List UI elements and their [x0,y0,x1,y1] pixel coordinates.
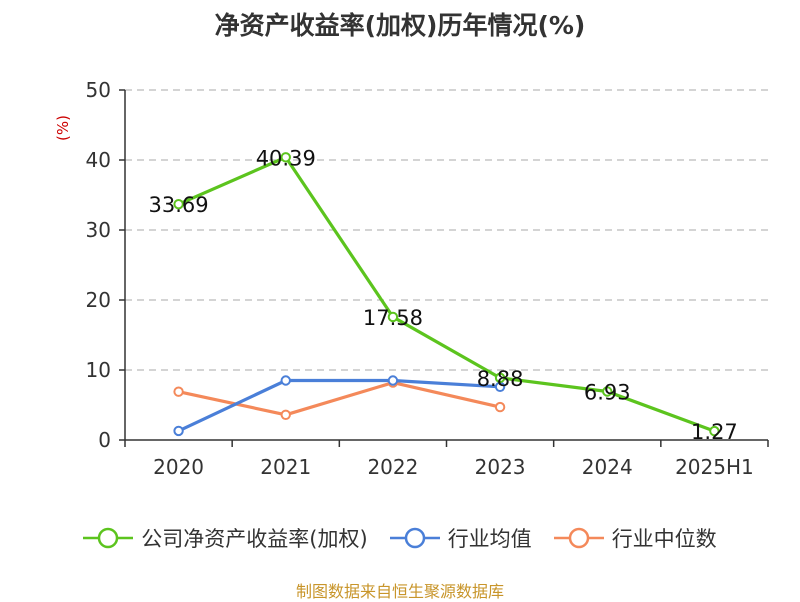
gridlines [125,89,768,371]
line-chart: 0 10 20 30 40 50 2020 2021 2022 2023 2024 2025H1 (%)… [54,78,769,479]
source-note: 制图数据来自恒生聚源数据库 [295,582,504,601]
legend-swatch-marker [404,527,425,549]
data-label: 40.39 [256,146,316,170]
x-tick-label: 2020 [153,455,204,479]
legend: 公司净资产收益率(加权) 行业均值 行业中位数 [0,518,800,558]
data-point [280,152,291,163]
data-label: 17.58 [363,306,423,330]
y-tick-label: 0 [98,428,111,452]
data-point [494,401,506,413]
x-tick-label: 2025H1 [675,455,754,479]
legend-swatch-icon [83,527,134,549]
data-point [173,386,184,397]
data-label: 8.88 [477,367,524,391]
legend-label: 行业中位数 [611,527,717,551]
data-labels: 33.69 40.39 17.58 8.88 6.93 1.27 [149,146,738,444]
x-tick-label: 2022 [367,455,418,479]
legend-swatch-icon [389,527,440,549]
axes: 0 10 20 30 40 50 2020 2021 2022 2023 2024 2025H1 (%) [54,78,769,479]
legend-item[interactable]: 公司净资产收益率(加权) [83,523,368,553]
series-group [173,152,720,437]
y-tick-label: 20 [86,288,111,312]
data-point [709,425,720,437]
series-line [177,155,715,433]
data-point [173,198,184,210]
legend-label: 行业均值 [447,527,532,551]
x-tick-label: 2021 [260,455,311,479]
data-point [280,409,291,420]
legend-swatch-marker [568,527,589,549]
legend-swatch-icon [553,527,604,549]
data-point [173,425,184,437]
x-tick-label: 2023 [475,455,526,479]
data-point [494,372,506,384]
data-point [602,386,613,397]
legend-item[interactable]: 行业中位数 [553,523,717,553]
y-axis-unit-label: (%) [54,115,72,141]
series-line [177,378,501,433]
legend-swatch-marker [98,527,119,549]
data-label: 33.69 [149,193,209,217]
chart-title: 净资产收益率(加权)历年情况(%) [214,11,586,40]
data-point [280,375,291,386]
x-tick-label: 2024 [582,455,633,479]
data-label: 1.27 [691,420,738,444]
legend-label: 公司净资产收益率(加权) [141,527,368,551]
y-tick-label: 10 [86,358,111,382]
y-tick-label: 30 [86,218,111,242]
legend-item[interactable]: 行业均值 [389,523,532,553]
data-point [387,375,399,386]
data-point [387,311,399,323]
y-tick-label: 40 [86,148,111,172]
data-label: 6.93 [584,380,631,404]
series-line [178,381,501,417]
y-tick-label: 50 [86,78,111,102]
